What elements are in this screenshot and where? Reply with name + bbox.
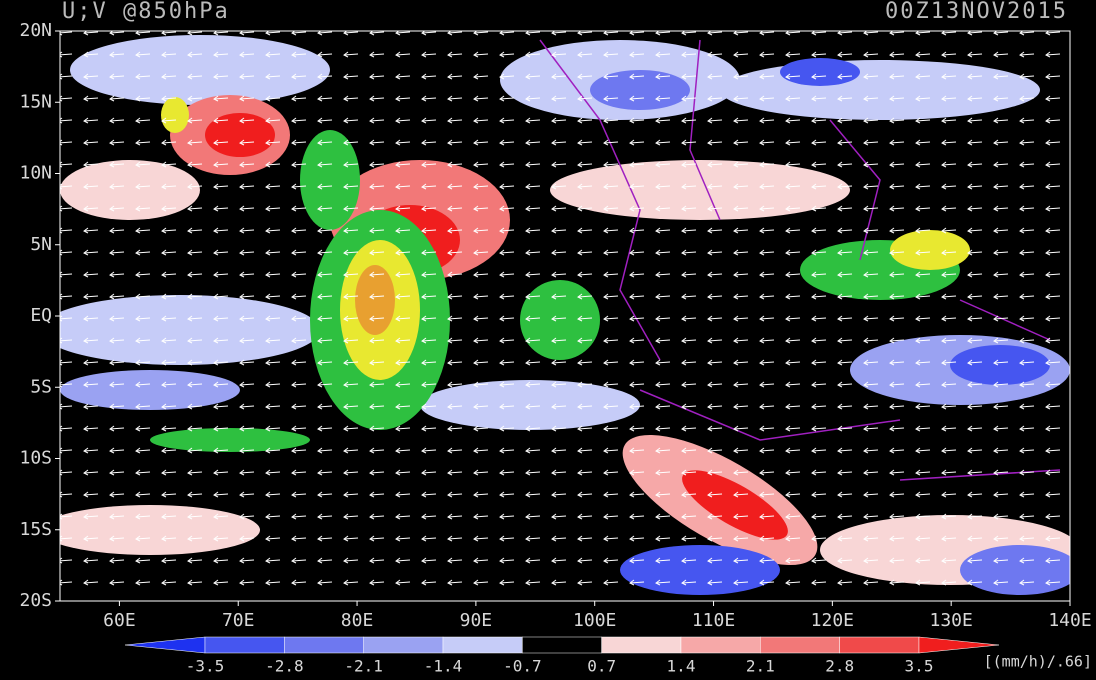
y-tick-label: 5N (30, 234, 52, 255)
colorbar-segment (204, 636, 285, 654)
colorbar-label: -0.7 (503, 657, 542, 676)
x-tick-label: 120E (811, 610, 854, 631)
colorbar-segment (284, 636, 364, 654)
colorbar-label: 3.5 (905, 657, 934, 676)
x-tick-label: 130E (929, 610, 972, 631)
colorbar-segment (601, 636, 682, 654)
colorbar-segment (442, 636, 523, 654)
colorbar: -3.5 -2.8 -2.1 -1.4 -0.7 0.7 1.4 2.1 2.8 3.5 (124, 636, 1000, 676)
colorbar-label: 1.4 (667, 657, 696, 676)
y-tick-label: EQ (30, 305, 52, 326)
x-tick-label: 140E (1048, 610, 1091, 631)
y-tick-label: 15N (19, 91, 52, 112)
x-tick-label: 80E (341, 610, 374, 631)
colorbar-segment (363, 636, 444, 654)
y-tick-label: 10S (19, 448, 52, 469)
y-tick-label: 5S (30, 376, 52, 397)
map-time: 00Z13NOV2015 (885, 0, 1068, 24)
colorbar-label: 2.8 (825, 657, 854, 676)
colorbar-segment (522, 636, 602, 654)
colorbar-segment (680, 636, 761, 654)
colorbar-label: 0.7 (587, 657, 616, 676)
colorbar-label: -3.5 (186, 657, 225, 676)
colorbar-label: -1.4 (424, 657, 463, 676)
x-tick-label: 70E (222, 610, 255, 631)
y-tick-label: 20N (19, 20, 52, 41)
y-tick-label: 20S (19, 590, 52, 611)
colorbar-arrow (918, 636, 1000, 654)
axis-ticks: 60E 70E 80E 90E 100E 110E 120E 130E 140E 20N 15N 10… (19, 20, 1091, 631)
y-tick-label: 15S (19, 519, 52, 540)
colorbar-label: -2.1 (344, 657, 383, 676)
x-tick-label: 90E (460, 610, 493, 631)
x-tick-label: 100E (573, 610, 616, 631)
colorbar-label: 2.1 (746, 657, 775, 676)
colorbar-segment (839, 636, 920, 654)
field (60, 31, 1070, 601)
colorbar-unit: [(mm/h)/.66] (984, 653, 1092, 671)
x-tick-label: 60E (103, 610, 136, 631)
y-tick-label: 10N (19, 163, 52, 184)
map-title: U;V @850hPa (62, 0, 230, 24)
colorbar-label: -2.8 (265, 657, 304, 676)
colorbar-segment (760, 636, 840, 654)
x-tick-label: 110E (692, 610, 735, 631)
